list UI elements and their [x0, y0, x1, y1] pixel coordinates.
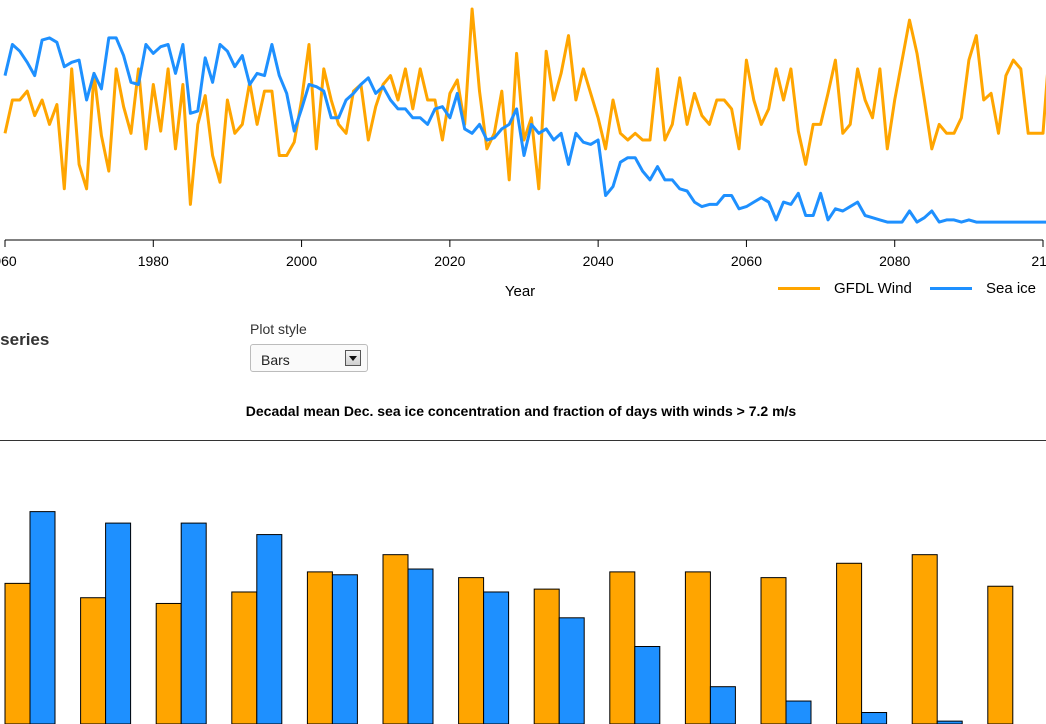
bar-sea-ice-2080s [936, 720, 963, 724]
legend-label-ice: Sea ice [985, 280, 1037, 297]
x-axis-label: Year [505, 283, 535, 300]
bar-wind-2040s [609, 571, 636, 724]
x-tick-label: 2040 [583, 253, 614, 269]
bar-wind-2000s [306, 571, 333, 724]
x-tick-label: 960 [0, 253, 17, 269]
legend-swatch-wind [778, 287, 820, 290]
bar-sea-ice-2070s [861, 712, 888, 724]
bar-sea-ice-1990s [256, 534, 283, 724]
bar-sea-ice-2040s [634, 646, 661, 724]
bar-sea-ice-1970s [105, 522, 132, 724]
line-series-wind [3, 7, 1046, 206]
bar-wind-2090s [987, 585, 1014, 724]
dropdown-arrow-icon[interactable] [345, 350, 361, 366]
line-chart: 960 1980 2000 2020 2040 2060 2080 210 Year [0, 7, 1046, 300]
legend-item-ice: Sea ice [929, 280, 1037, 297]
legend-label-wind: GFDL Wind [834, 280, 912, 297]
x-tick-label: 1980 [138, 253, 169, 269]
bar-sea-ice-2030s [558, 617, 585, 724]
bar-wind-2020s [458, 577, 485, 724]
bar-chart [4, 511, 1014, 724]
bar-chart-top-border [0, 440, 1046, 441]
bar-wind-1980s [155, 602, 182, 724]
bar-chart-title: Decadal mean Dec. sea ice concentration … [245, 403, 797, 419]
x-axis-ticks: 960 1980 2000 2020 2040 2060 2080 210 [0, 240, 1046, 269]
bar-group [4, 511, 1014, 724]
bar-wind-1970s [80, 597, 107, 724]
bar-sea-ice-2010s [407, 568, 434, 724]
section-title: e series [0, 330, 50, 349]
bar-wind-2080s [911, 554, 938, 724]
bar-sea-ice-2000s [331, 574, 358, 724]
bar-wind-2060s [760, 577, 787, 724]
line-chart-legend: GFDL Wind Sea ice [778, 277, 1046, 297]
line-series-group [3, 7, 1046, 224]
bar-wind-1960s [4, 582, 31, 724]
bar-sea-ice-2050s [709, 686, 736, 724]
plot-style-label: Plot style [250, 321, 307, 337]
plot-style-select[interactable]: Bars [250, 344, 368, 372]
legend-swatch-ice [929, 287, 972, 290]
bar-sea-ice-1960s [29, 511, 56, 724]
x-tick-label: 2020 [434, 253, 465, 269]
bar-sea-ice-2020s [483, 591, 510, 724]
bar-wind-2050s [684, 571, 711, 724]
bar-wind-2030s [533, 588, 560, 724]
bar-wind-2070s [836, 562, 863, 724]
plot-style-value: Bars [261, 352, 290, 368]
bar-sea-ice-1980s [180, 522, 207, 724]
bar-wind-1990s [231, 591, 258, 724]
bar-wind-2010s [382, 554, 409, 724]
bar-sea-ice-2060s [785, 700, 812, 724]
x-tick-label: 2000 [286, 253, 317, 269]
legend-item-wind: GFDL Wind [778, 280, 912, 297]
x-tick-label: 2060 [731, 253, 762, 269]
line-series-sea-ice [3, 36, 1046, 224]
x-tick-label: 210 [1031, 253, 1046, 269]
x-tick-label: 2080 [879, 253, 910, 269]
